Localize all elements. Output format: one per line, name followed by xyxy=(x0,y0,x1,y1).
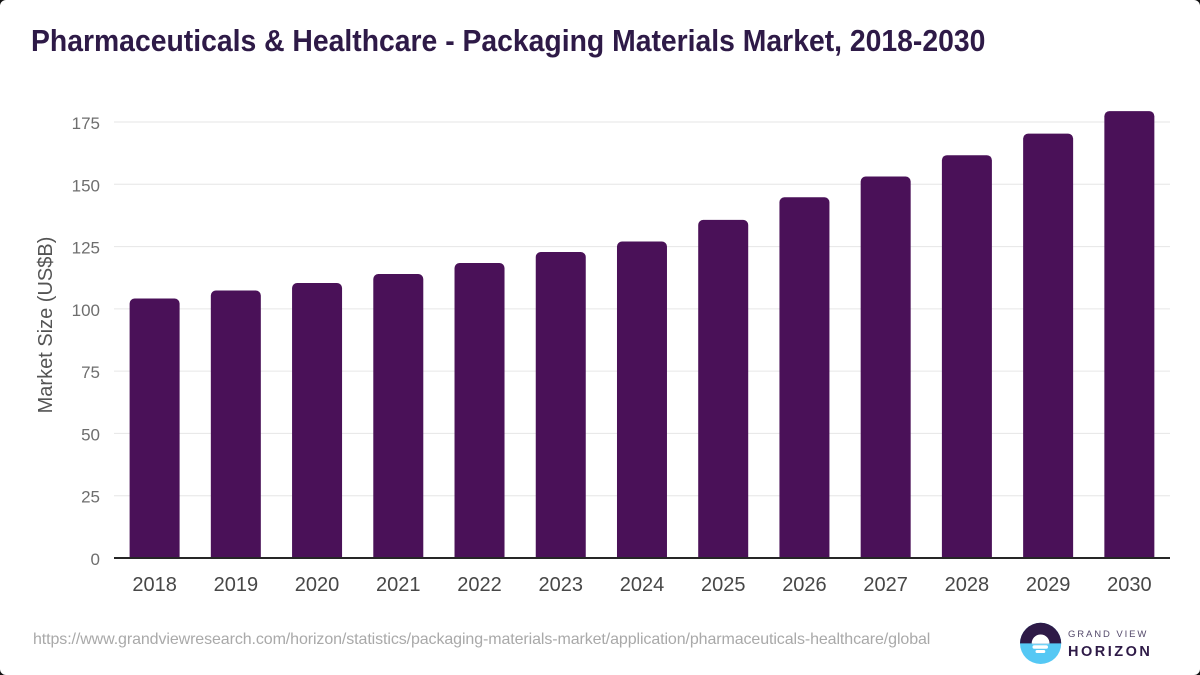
svg-text:75: 75 xyxy=(81,363,100,382)
svg-text:2023: 2023 xyxy=(539,574,584,596)
svg-text:2028: 2028 xyxy=(945,574,990,596)
svg-text:2021: 2021 xyxy=(376,574,421,596)
svg-text:175: 175 xyxy=(72,114,100,133)
svg-text:2020: 2020 xyxy=(295,574,340,596)
svg-text:Market Size (US$B): Market Size (US$B) xyxy=(35,237,57,414)
svg-text:25: 25 xyxy=(81,488,100,507)
svg-text:100: 100 xyxy=(72,301,100,320)
svg-text:2022: 2022 xyxy=(457,574,502,596)
svg-text:2018: 2018 xyxy=(132,574,177,596)
svg-text:0: 0 xyxy=(91,550,100,569)
svg-text:2025: 2025 xyxy=(701,574,746,596)
svg-text:2019: 2019 xyxy=(214,574,259,596)
svg-text:HORIZON: HORIZON xyxy=(1068,644,1152,660)
svg-text:150: 150 xyxy=(72,176,100,195)
svg-text:50: 50 xyxy=(81,425,100,444)
svg-text:2026: 2026 xyxy=(782,574,827,596)
svg-text:GRAND VIEW: GRAND VIEW xyxy=(1068,629,1148,640)
svg-text:2029: 2029 xyxy=(1026,574,1071,596)
svg-text:2027: 2027 xyxy=(863,574,908,596)
svg-text:125: 125 xyxy=(72,239,100,258)
svg-text:2024: 2024 xyxy=(620,574,665,596)
svg-text:2030: 2030 xyxy=(1107,574,1152,596)
